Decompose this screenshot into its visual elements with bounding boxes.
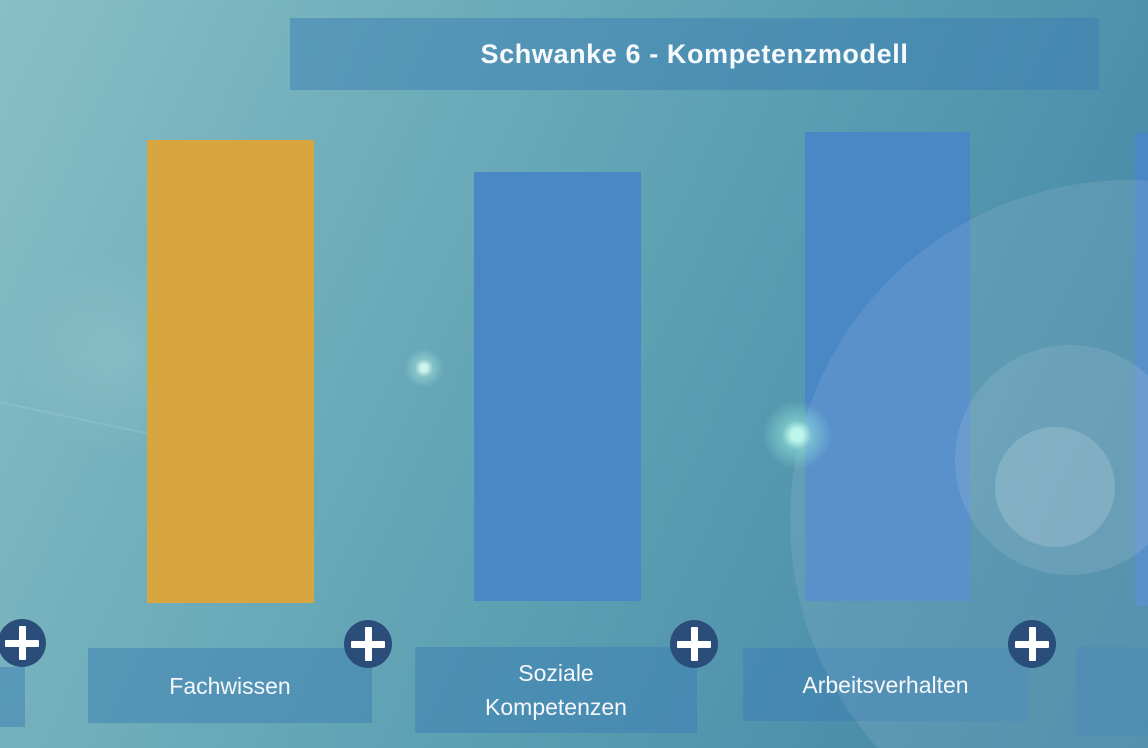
label-partial-left xyxy=(0,667,25,727)
bar-soziale-kompetenzen xyxy=(474,172,641,601)
label-text: Arbeitsverhalten xyxy=(802,671,969,698)
hotspot-plus-button-3[interactable] xyxy=(670,620,718,668)
hotspot-plus-button-4[interactable] xyxy=(1008,620,1056,668)
bar-partial-right xyxy=(1135,133,1148,606)
plus-icon xyxy=(1008,620,1056,668)
label-partial-right xyxy=(1076,647,1148,735)
label-soziale-kompetenzen: Soziale Kompetenzen xyxy=(415,647,697,733)
background-glow-circle xyxy=(995,427,1115,547)
label-arbeitsverhalten: Arbeitsverhalten xyxy=(743,648,1028,721)
plus-icon xyxy=(670,620,718,668)
hotspot-plus-button-2[interactable] xyxy=(344,620,392,668)
bar-arbeitsverhalten xyxy=(805,132,970,601)
label-text: Soziale Kompetenzen xyxy=(485,660,627,720)
bar-fachwissen xyxy=(147,140,314,603)
label-fachwissen: Fachwissen xyxy=(88,648,372,723)
hotspot-plus-button-1[interactable] xyxy=(0,619,46,667)
slide-title: Schwanke 6 - Kompetenzmodell xyxy=(480,38,909,69)
background-highlight-circle xyxy=(955,345,1148,575)
title-bar: Schwanke 6 - Kompetenzmodell xyxy=(290,18,1099,90)
label-text: Fachwissen xyxy=(169,672,291,699)
plus-icon xyxy=(0,619,46,667)
sparkle-dot xyxy=(404,348,444,388)
plus-icon xyxy=(344,620,392,668)
